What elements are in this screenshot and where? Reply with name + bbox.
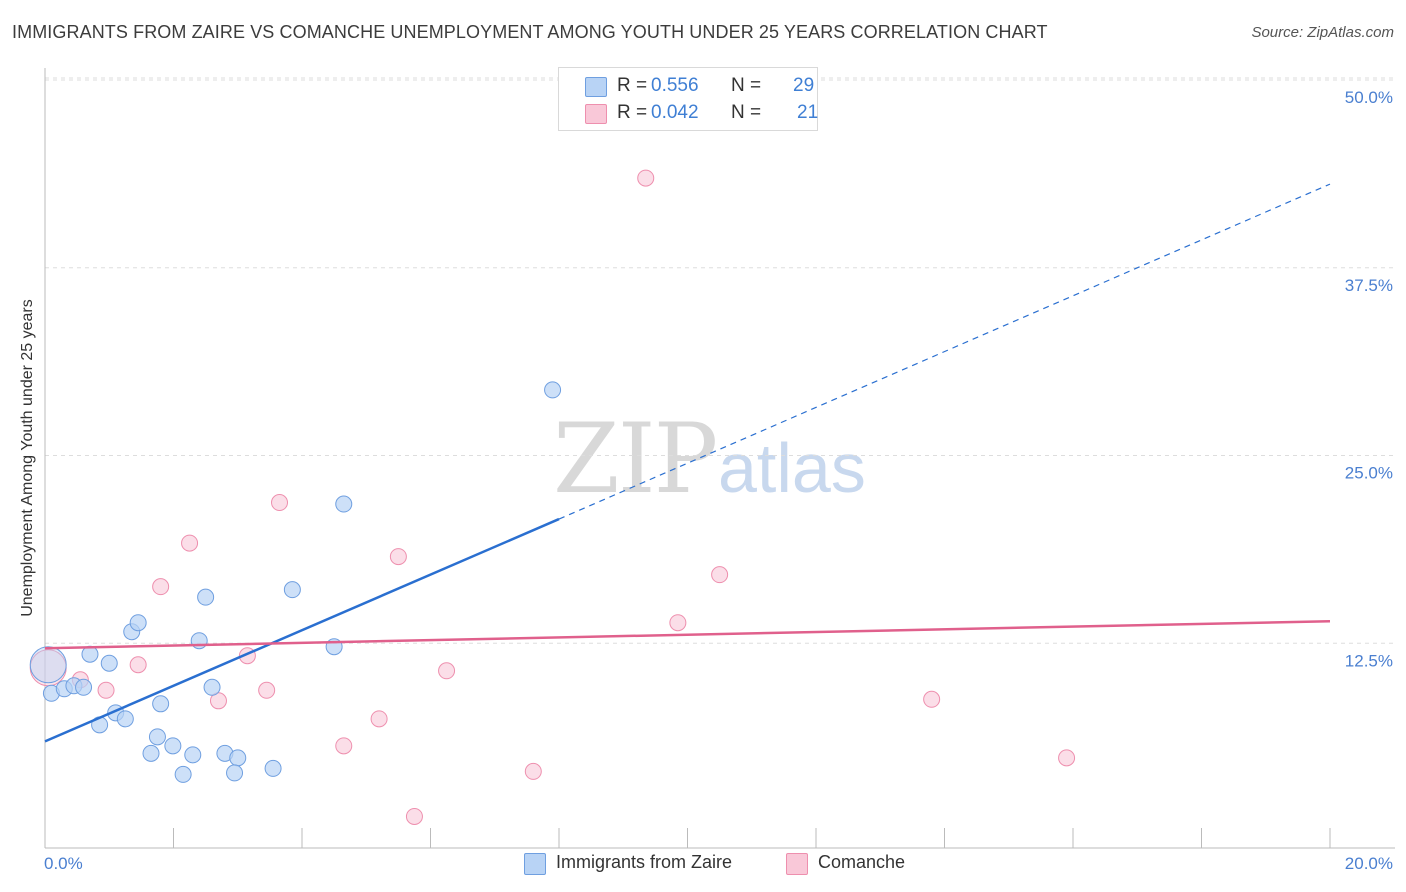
data-point-zaire [75,678,93,696]
watermark-zip: ZIP [553,403,718,515]
y-tick-label: 12.5% [1345,651,1393,670]
data-point-comanche [438,662,456,680]
data-point-comanche [923,690,941,708]
source-label: Source: ZipAtlas.com [1251,24,1394,41]
data-point-comanche [152,578,170,596]
data-point-zaire [197,588,215,606]
data-point-zaire [164,737,182,755]
data-point-zaire [29,646,67,684]
data-point-comanche [370,710,388,728]
data-point-zaire [283,581,301,599]
data-point-zaire [142,744,160,762]
data-point-zaire [100,654,118,672]
x-tick-label: 0.0% [44,854,83,873]
data-point-zaire [116,710,134,728]
chart-title: IMMIGRANTS FROM ZAIRE VS COMANCHE UNEMPL… [12,22,1048,42]
data-point-comanche [97,681,115,699]
data-point-zaire [544,381,562,399]
data-point-comanche [389,548,407,566]
data-point-comanche [711,566,729,584]
data-point-comanche [669,614,687,632]
data-point-comanche [271,494,289,512]
data-point-comanche [524,762,542,780]
legend-swatch-blue [585,77,607,97]
watermark-atlas: atlas [718,429,866,507]
data-point-zaire [152,695,170,713]
trend-line-zaire-projection [558,183,1331,520]
y-tick-label: 25.0% [1345,464,1393,483]
legend-r-value: 0.556 [651,75,699,96]
legend-swatch-pink [585,104,607,124]
data-point-comanche [181,534,199,552]
y-tick-label: 50.0% [1345,88,1393,107]
bottom-legend-label: Comanche [818,852,906,872]
data-point-comanche [405,807,423,825]
data-point-zaire [264,759,282,777]
data-point-comanche [637,169,655,187]
x-tick-label: 20.0% [1345,854,1393,873]
bottom-legend-swatch-pink [786,853,808,875]
bottom-legend-swatch-blue [524,853,546,875]
data-point-zaire [229,749,247,767]
data-point-zaire [148,728,166,746]
trend-line-comanche [44,619,1331,650]
legend-r-value: 0.042 [651,102,699,123]
trend-line-zaire [44,517,560,743]
data-point-comanche [258,681,276,699]
legend-n-label: N = [731,75,762,96]
y-tick-label: 37.5% [1345,276,1393,295]
legend-r-label: R = [617,102,648,123]
data-point-zaire [174,765,192,783]
bottom-legend-label: Immigrants from Zaire [556,852,733,872]
legend-r-label: R = [617,75,648,96]
legend-n-value: 21 [797,102,819,123]
legend-n-label: N = [731,102,762,123]
data-point-zaire [129,614,147,632]
data-point-zaire [203,678,221,696]
stats-legend: R = 0.556 N = 29 R = 0.042 N = 21 [558,67,818,131]
data-point-comanche [129,656,147,674]
data-point-zaire [226,764,244,782]
legend-n-value: 29 [793,75,815,96]
y-axis-label: Unemployment Among Youth under 25 years [19,299,36,617]
data-point-zaire [335,495,353,513]
data-point-comanche [335,737,353,755]
data-point-comanche [1058,749,1076,767]
data-point-zaire [184,746,202,764]
